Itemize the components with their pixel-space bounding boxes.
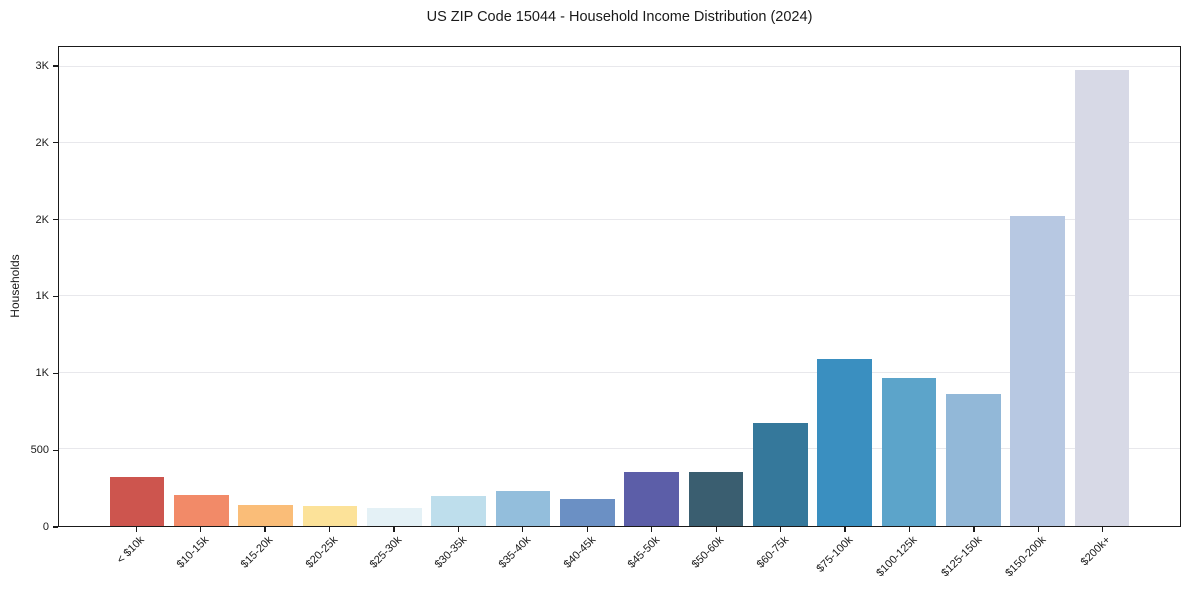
bar-35-40k: [495, 490, 551, 526]
gridline-1500: [59, 295, 1180, 297]
x-tick-mark: [200, 527, 202, 532]
x-tick-label: $60-75k: [754, 534, 792, 571]
y-tick-label: 0: [42, 521, 49, 533]
x-tick-mark: [522, 527, 524, 532]
bar-slot: [555, 47, 619, 526]
x-tick-mark: [1102, 527, 1104, 532]
x-tick-mark: [135, 527, 137, 532]
bar-slot: [491, 47, 555, 526]
bars-row: [105, 47, 1134, 526]
bar-125-150k: [945, 393, 1001, 526]
y-tick-label: 3K: [35, 59, 49, 72]
x-tick-label: $25-30k: [367, 534, 405, 571]
y-tick-label: 1K: [35, 290, 49, 303]
bar-200k+: [1074, 69, 1130, 526]
bar-45-50k: [624, 471, 679, 526]
y-tick-mark: [53, 372, 58, 374]
y-tick-label: 2K: [35, 136, 49, 149]
bar-slot: [234, 47, 298, 526]
x-tick-mark: [393, 527, 395, 532]
bar-slot: [877, 47, 941, 526]
x-tick-label: $45-50k: [625, 534, 663, 571]
x-tick-mark: [844, 527, 846, 532]
x-tick-label: $75-100k: [814, 534, 856, 575]
bar-slot: [941, 47, 1005, 526]
x-tick-label: $20-25k: [303, 534, 341, 571]
x-tick-label: $15-20k: [238, 534, 276, 571]
x-tick-label: < $10k: [114, 534, 147, 567]
x-tick-label: $10-15k: [174, 534, 212, 571]
x-tick-mark: [651, 527, 653, 532]
bar-slot: [362, 47, 426, 526]
x-tick-label: $150-200k: [1003, 534, 1049, 580]
plot-area: [58, 46, 1181, 527]
bar-slot: [427, 47, 491, 526]
x-tick-label: $100-125k: [874, 534, 920, 580]
x-tick-mark: [973, 527, 975, 532]
y-tick-label: 500: [30, 444, 49, 457]
x-tick-label: $200k+: [1079, 534, 1114, 569]
gridline-1000: [59, 371, 1180, 373]
x-tick-mark: [457, 527, 460, 532]
y-tick-label: 2K: [35, 213, 49, 226]
bar-50-60k: [688, 471, 744, 526]
x-tick-label: $35-40k: [496, 534, 534, 571]
x-tick-mark: [586, 527, 588, 532]
x-tick-mark: [715, 527, 717, 532]
bar-slot: [1005, 47, 1069, 526]
bar-15-20k: [238, 504, 294, 526]
x-tick-mark: [328, 527, 331, 532]
x-tick-label: $30-35k: [432, 534, 469, 571]
bar-slot: [748, 47, 812, 526]
x-tick-mark: [264, 527, 266, 532]
x-tick-mark: [908, 527, 911, 532]
gridline-500: [59, 448, 1180, 450]
bar-10k: [109, 477, 165, 526]
x-tick-mark: [1037, 527, 1039, 532]
bar-slot: [620, 47, 684, 526]
y-tick-label: 1K: [35, 367, 49, 380]
x-tick-label: $50-60k: [690, 534, 727, 571]
bar-slot: [298, 47, 362, 526]
y-tick-mark: [53, 526, 58, 528]
y-tick-mark: [53, 449, 58, 451]
bar-slot: [105, 47, 169, 526]
gridline-3000: [59, 65, 1180, 67]
bar-75-100k: [817, 359, 872, 526]
y-tick-mark: [53, 142, 58, 144]
x-tick-label: $40-45k: [561, 534, 598, 571]
bar-slot: [169, 47, 233, 526]
bar-20-25k: [302, 506, 358, 526]
bar-25-30k: [367, 508, 422, 526]
gridline-2500: [59, 142, 1180, 144]
bar-150-200k: [1010, 216, 1065, 526]
bar-10-15k: [174, 495, 229, 526]
y-tick-mark: [53, 219, 58, 221]
bar-30-35k: [431, 496, 487, 526]
gridline-2000: [59, 218, 1180, 220]
bar-slot: [1070, 47, 1134, 526]
bar-100-125k: [881, 378, 937, 526]
bar-slot: [684, 47, 748, 526]
x-tick-label: $125-150k: [939, 534, 985, 580]
bar-60-75k: [752, 422, 808, 526]
bar-slot: [812, 47, 876, 526]
y-axis-label: Households: [8, 254, 22, 318]
x-tick-mark: [779, 527, 782, 532]
y-tick-mark: [53, 295, 58, 298]
chart-title: US ZIP Code 15044 - Household Income Dis…: [426, 9, 813, 25]
bar-40-45k: [560, 499, 615, 526]
y-tick-mark: [53, 65, 58, 67]
